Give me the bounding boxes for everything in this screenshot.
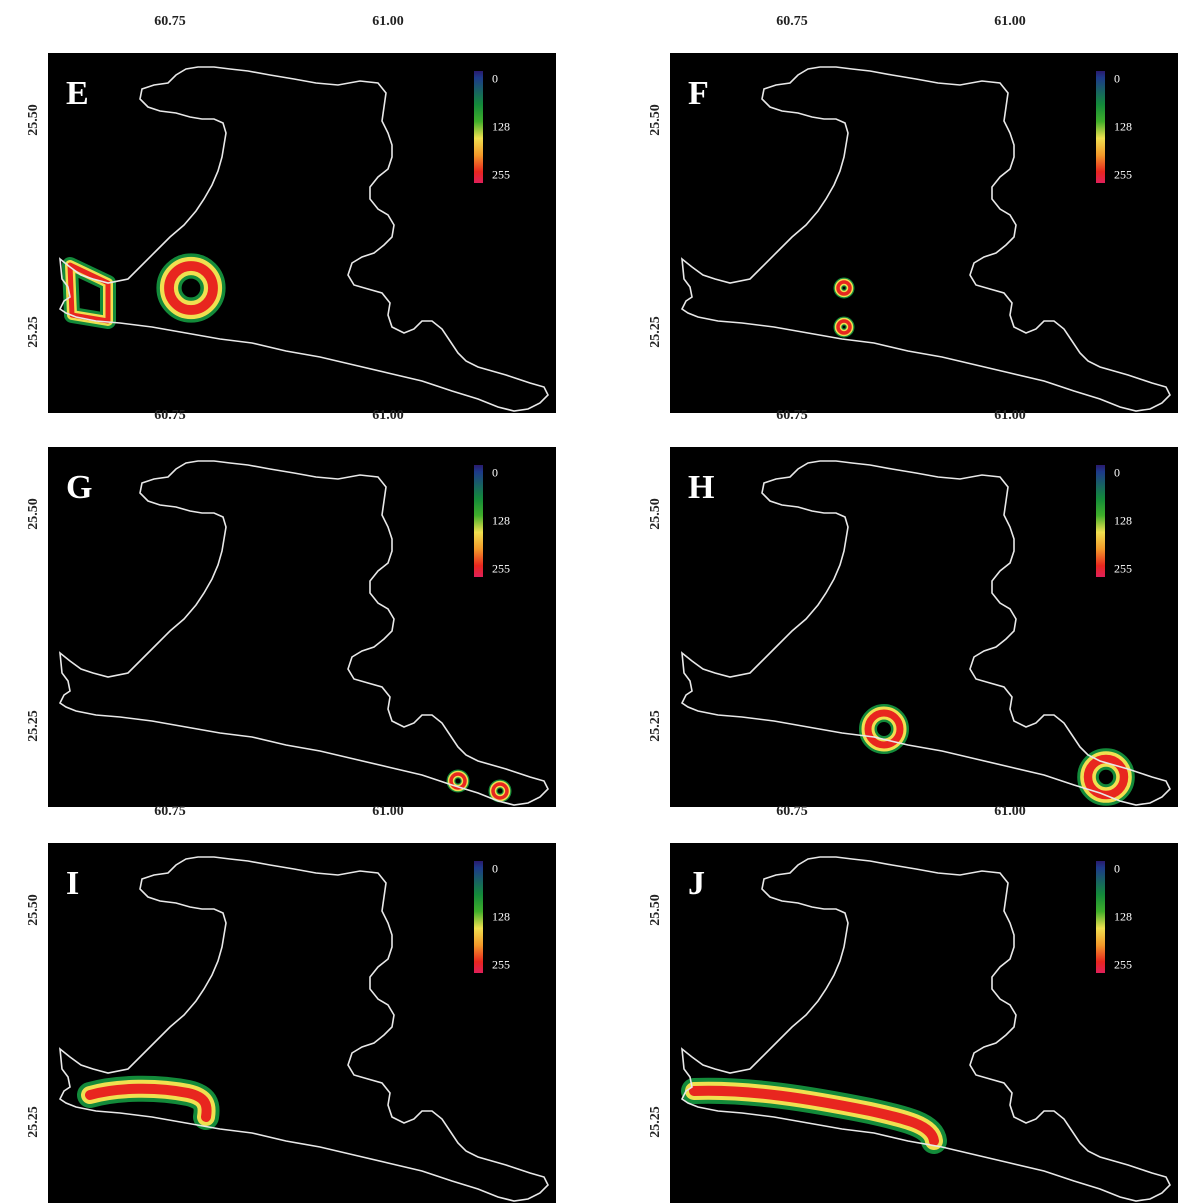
colorbar-tick-label: 255 [1114,561,1132,576]
map-panel-g: 60.75 61.00 25.50 25.25 G 0 128 255 [0,408,580,807]
latitude-tick-label: 25.25 [648,710,663,742]
colorbar-tick-label: 0 [492,71,498,86]
map-svg [680,856,1171,1202]
colorbar-tick-label: 128 [1114,513,1132,528]
colorbar-tick-label: 128 [492,513,510,528]
longitude-tick-label: 61.00 [994,804,1026,819]
longitude-tick-label: 61.00 [994,408,1026,423]
colorbar-tick-label: 0 [1114,861,1120,876]
panel-letter: H [688,469,715,506]
map-canvas: J 0 128 255 [670,843,1178,1203]
coastline-outline [680,856,1171,1202]
colorbar-gradient [474,71,483,183]
colorbar-tick-label: 128 [1114,909,1132,924]
map-canvas: I 0 128 255 [48,843,556,1203]
map-canvas: H 0 128 255 [670,447,1178,807]
colorbar-tick-label: 255 [492,957,510,972]
panel-letter: E [66,75,89,112]
colorbar-legend: 0 128 255 [1096,861,1148,981]
colorbar-tick-label: 0 [1114,465,1120,480]
density-hotspot-area [67,262,111,324]
coastline-outline [680,66,1171,412]
map-svg [680,460,1171,806]
map-svg [680,66,1171,412]
map-canvas: F 0 128 255 [670,53,1178,413]
colorbar-gradient [474,861,483,973]
map-svg [58,856,549,1202]
colorbar-legend: 0 128 255 [1096,465,1148,585]
colorbar-legend: 0 128 255 [1096,71,1148,191]
coastline-outline [58,856,549,1202]
colorbar-legend: 0 128 255 [474,465,526,585]
latitude-tick-label: 25.50 [26,498,41,530]
longitude-tick-label: 60.75 [154,804,186,819]
latitude-tick-label: 25.50 [26,894,41,926]
longitude-tick-label: 61.00 [372,408,404,423]
colorbar-tick-label: 255 [1114,957,1132,972]
longitude-tick-label: 61.00 [372,804,404,819]
coastline-outline [58,460,549,806]
density-hotspot-ring [164,261,218,315]
colorbar-legend: 0 128 255 [474,861,526,981]
colorbar-tick-label: 0 [492,465,498,480]
map-panel-j: 60.75 61.00 25.50 25.25 J 0 128 255 [622,804,1181,1203]
map-panel-i: 60.75 61.00 25.50 25.25 I 0 128 255 [0,804,580,1203]
colorbar-gradient [1096,465,1105,577]
latitude-tick-label: 25.25 [26,316,41,348]
colorbar-tick-label: 255 [1114,167,1132,182]
latitude-tick-label: 25.50 [648,894,663,926]
map-canvas: G 0 128 255 [48,447,556,807]
map-svg [58,460,549,806]
colorbar-tick-label: 255 [492,561,510,576]
colorbar-tick-label: 128 [492,119,510,134]
colorbar-gradient [1096,71,1105,183]
map-panel-f: 60.75 61.00 25.50 25.25 F 0 128 255 [622,14,1181,413]
map-svg [58,66,549,412]
map-canvas: E 0 128 255 [48,53,556,413]
latitude-tick-label: 25.50 [648,498,663,530]
density-hotspot-ring [864,709,904,749]
density-hotspot-ring [836,319,852,335]
panel-letter: F [688,75,709,112]
colorbar-tick-label: 128 [492,909,510,924]
colorbar-tick-label: 128 [1114,119,1132,134]
latitude-tick-label: 25.25 [648,1106,663,1138]
density-hotspot-band [689,1085,939,1146]
longitude-tick-label: 60.75 [776,14,808,29]
density-hotspot-band [85,1083,212,1122]
latitude-tick-label: 25.25 [648,316,663,348]
longitude-tick-label: 60.75 [776,408,808,423]
longitude-tick-label: 61.00 [994,14,1026,29]
longitude-tick-label: 61.00 [372,14,404,29]
panel-letter: I [66,865,80,902]
map-panel-h: 60.75 61.00 25.50 25.25 H 0 128 255 [622,408,1181,807]
colorbar-tick-label: 0 [1114,71,1120,86]
map-panel-e: 60.75 61.00 25.50 25.25 E 0 128 255 [0,14,580,413]
density-hotspot-ring [491,782,509,800]
coastline-outline [58,66,549,412]
colorbar-gradient [1096,861,1105,973]
longitude-tick-label: 60.75 [154,14,186,29]
colorbar-tick-label: 255 [492,167,510,182]
colorbar-legend: 0 128 255 [474,71,526,191]
panel-letter: J [688,865,705,902]
latitude-tick-label: 25.50 [26,104,41,136]
density-hotspot-ring [449,772,467,790]
latitude-tick-label: 25.25 [26,1106,41,1138]
longitude-tick-label: 60.75 [776,804,808,819]
latitude-tick-label: 25.25 [26,710,41,742]
density-hotspot-ring [836,280,852,296]
colorbar-tick-label: 0 [492,861,498,876]
panel-letter: G [66,469,93,506]
longitude-tick-label: 60.75 [154,408,186,423]
coastline-outline [680,460,1171,806]
colorbar-gradient [474,465,483,577]
latitude-tick-label: 25.50 [648,104,663,136]
